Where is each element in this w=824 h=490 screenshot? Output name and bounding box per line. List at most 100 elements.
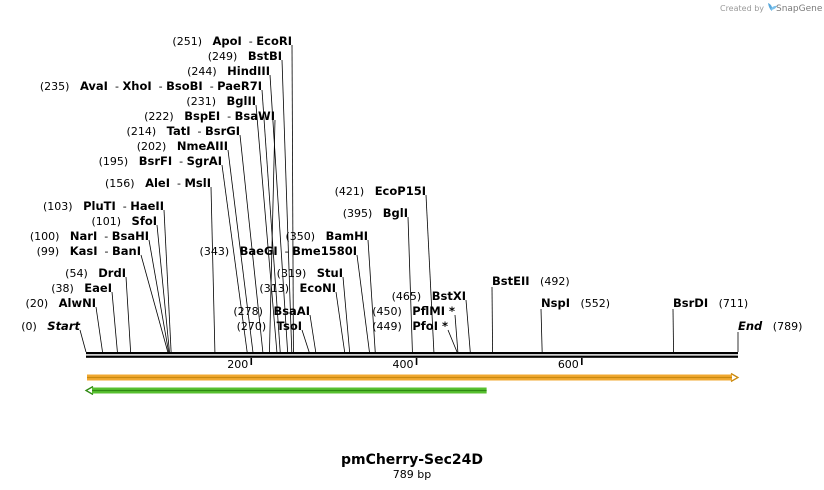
site-name-separator: - bbox=[98, 245, 112, 258]
site-label-text: (20) AlwNI bbox=[26, 296, 96, 310]
site-label-12: (100) NarI - BsaHI bbox=[30, 229, 149, 243]
site-label-text: (195) BsrFI - SgrAI bbox=[99, 154, 222, 168]
site-position: (249) bbox=[208, 50, 238, 63]
site-label-text: (343) BaeGI - Bme1580I bbox=[200, 244, 357, 258]
site-label-text: (251) ApoI - EcoRI bbox=[172, 34, 292, 48]
enzyme-name: EcoRI bbox=[256, 34, 292, 48]
site-connector-line bbox=[447, 329, 458, 353]
site-label-text: (100) NarI - BsaHI bbox=[30, 229, 149, 243]
site-position: (202) bbox=[137, 140, 167, 153]
site-connector-line bbox=[540, 308, 543, 353]
site-label-text: (235) AvaI - XhoI - BsoBI - PaeR7I bbox=[40, 79, 262, 93]
site-connector-line bbox=[281, 59, 293, 353]
site-connector-line bbox=[454, 314, 459, 353]
site-connector-line bbox=[335, 291, 346, 353]
site-label-19: (350) BamHI bbox=[285, 229, 368, 243]
site-label-text: (244) HindIII bbox=[187, 64, 270, 78]
enzyme-name: BglII bbox=[227, 94, 257, 108]
site-position: (313) bbox=[259, 282, 289, 295]
site-name-separator: - bbox=[172, 155, 186, 168]
site-position: (156) bbox=[105, 177, 135, 190]
site-position: (552) bbox=[580, 297, 610, 310]
site-label-text: (222) BspEI - BsaWI bbox=[144, 109, 275, 123]
site-name-separator: - bbox=[220, 110, 234, 123]
credit-prefix: Created by bbox=[720, 4, 764, 13]
enzyme-name: BspEI bbox=[184, 109, 220, 123]
feature-arrows bbox=[84, 372, 740, 396]
site-name-separator: - bbox=[242, 35, 256, 48]
site-label-text: (38) EaeI bbox=[51, 281, 112, 295]
enzyme-name: BstXI bbox=[432, 289, 466, 303]
enzyme-name: ApoI bbox=[213, 34, 242, 48]
site-position: (195) bbox=[99, 155, 129, 168]
site-label-27: (450) PflMI * bbox=[372, 304, 455, 318]
enzyme-name: PflMI * bbox=[412, 304, 455, 318]
sequence-backbone: 200 400 600 bbox=[86, 352, 738, 371]
site-label-18: (343) BaeGI - Bme1580I bbox=[200, 244, 357, 258]
site-label-32: End (789) bbox=[738, 319, 802, 333]
enzyme-name: EaeI bbox=[84, 281, 112, 295]
credit-brand: SnapGene bbox=[776, 4, 823, 14]
axis-tick-label: 400 bbox=[393, 358, 414, 371]
site-connector-line bbox=[261, 89, 281, 353]
site-position: (492) bbox=[540, 275, 570, 288]
site-label-text: End (789) bbox=[738, 319, 802, 333]
site-position: (101) bbox=[91, 215, 121, 228]
site-name-separator: - bbox=[278, 245, 292, 258]
site-position: (20) bbox=[26, 297, 49, 310]
site-label-30: NspI (552) bbox=[541, 296, 610, 310]
enzyme-name: BstEII bbox=[492, 274, 530, 288]
site-connector-line bbox=[301, 329, 310, 353]
plasmid-length: 789 bp bbox=[393, 468, 431, 481]
site-label-text: (278) BsaAI bbox=[233, 304, 310, 318]
site-connector-line bbox=[309, 314, 317, 353]
site-connector-line bbox=[79, 329, 87, 353]
site-connector-line bbox=[221, 164, 248, 353]
enzyme-name: BglI bbox=[383, 206, 408, 220]
feature-arrow-green[interactable] bbox=[84, 385, 487, 396]
site-name-separator: - bbox=[170, 177, 184, 190]
site-name-separator: - bbox=[108, 80, 122, 93]
enzyme-name: Start bbox=[47, 319, 80, 333]
site-connector-line bbox=[491, 286, 493, 353]
site-position: (319) bbox=[277, 267, 307, 280]
site-label-16: (20) AlwNI bbox=[26, 296, 96, 310]
site-position: (244) bbox=[187, 65, 217, 78]
site-label-22: (278) BsaAI bbox=[233, 304, 310, 318]
site-position: (214) bbox=[127, 125, 157, 138]
site-connector-line bbox=[140, 254, 169, 353]
site-label-1: (249) BstBI bbox=[208, 49, 282, 63]
site-label-2: (244) HindIII bbox=[187, 64, 270, 78]
enzyme-name: EcoNI bbox=[300, 281, 336, 295]
site-position: (449) bbox=[372, 320, 402, 333]
site-position: (222) bbox=[144, 110, 174, 123]
enzyme-name: AleI bbox=[145, 176, 170, 190]
enzyme-name: AvaI bbox=[80, 79, 108, 93]
site-position: (235) bbox=[40, 80, 70, 93]
site-label-3: (235) AvaI - XhoI - BsoBI - PaeR7I bbox=[40, 79, 262, 93]
site-label-text: (395) BglI bbox=[343, 206, 408, 220]
site-label-text: (270) TsoI bbox=[237, 319, 302, 333]
feature-arrow-orange[interactable] bbox=[87, 372, 740, 383]
axis-tick-label: 600 bbox=[558, 358, 579, 371]
site-label-13: (99) KasI - BanI bbox=[37, 244, 141, 258]
site-label-text: (231) BglII bbox=[186, 94, 256, 108]
site-connector-line bbox=[342, 276, 351, 353]
enzyme-name: NspI bbox=[541, 296, 570, 310]
site-label-text: (0) Start bbox=[21, 319, 80, 333]
site-connector-line bbox=[156, 224, 170, 353]
site-position: (395) bbox=[343, 207, 373, 220]
site-label-31: BsrDI (711) bbox=[673, 296, 748, 310]
site-label-17: (0) Start bbox=[21, 319, 80, 333]
backbone-strand-top bbox=[86, 352, 738, 355]
site-connector-line bbox=[269, 119, 276, 353]
site-label-15: (38) EaeI bbox=[51, 281, 112, 295]
site-connector-line bbox=[291, 44, 294, 353]
enzyme-name: KasI bbox=[70, 244, 98, 258]
site-connector-line bbox=[425, 194, 435, 353]
enzyme-name: SfoI bbox=[132, 214, 157, 228]
enzyme-name: DrdI bbox=[98, 266, 126, 280]
axis-tick-label: 200 bbox=[227, 358, 248, 371]
enzyme-name: BstBI bbox=[248, 49, 282, 63]
